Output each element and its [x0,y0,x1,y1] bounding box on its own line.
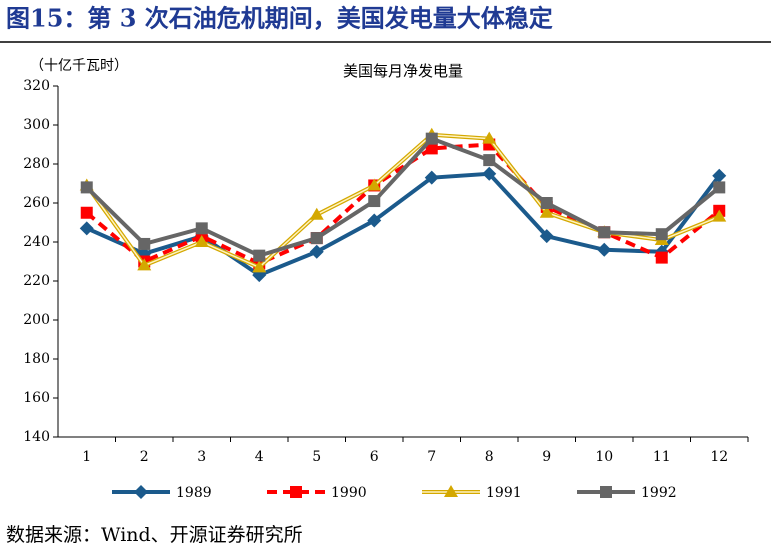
data-point [483,154,496,167]
data-point [655,251,668,264]
y-tick-label: 180 [23,351,50,367]
data-point [253,249,266,262]
data-point [482,131,497,144]
x-tick-label: 3 [197,449,206,465]
data-point [79,221,94,236]
y-tick-label: 220 [23,273,50,289]
series-line [85,136,721,258]
data-point [138,237,151,250]
y-axis-label: （十亿千瓦时） [30,58,128,74]
legend-label: 1990 [331,485,367,501]
data-point [424,170,439,185]
data-point [540,197,553,209]
data-point [482,166,497,181]
legend-marker [290,486,302,498]
y-tick-label: 140 [23,429,50,445]
data-point [712,168,727,183]
chart-title: 美国每月净发电量 [343,62,463,80]
x-tick-label: 5 [312,449,321,465]
page-title: 图15：第 3 次石油危机期间，美国发电量大体稳定 [6,4,553,33]
data-point [539,205,554,218]
y-tick-label: 240 [23,234,50,250]
legend-marker [600,486,612,498]
data-point [80,181,93,194]
data-point [194,235,209,247]
data-point [598,226,611,239]
x-tick-label: 2 [140,449,149,465]
x-tick-label: 9 [542,449,551,465]
data-point [597,242,612,257]
x-tick-label: 6 [370,449,379,465]
data-point [195,222,208,235]
legend-label: 1989 [176,485,212,501]
data-point [655,228,668,241]
x-tick-label: 11 [653,449,671,465]
data-point [252,260,267,273]
y-tick-label: 300 [23,117,50,133]
source-note: 数据来源：Wind、开源证券研究所 [6,524,303,546]
data-point [425,142,438,155]
x-tick-label: 4 [255,449,264,465]
legend-label: 1991 [486,485,522,501]
data-point [713,181,726,194]
x-tick-label: 12 [710,449,728,465]
data-point [539,229,554,244]
x-tick-label: 7 [427,449,436,465]
y-tick-label: 320 [23,78,50,94]
x-tick-label: 8 [485,449,494,465]
data-point [368,195,381,208]
data-point [309,207,324,220]
data-point [367,178,382,191]
y-tick-label: 160 [23,390,50,406]
y-tick-label: 200 [23,312,50,328]
data-point [310,232,323,245]
data-point [367,213,382,228]
legend-marker [444,485,458,497]
y-tick-label: 260 [23,195,50,211]
legend-marker [134,485,148,499]
data-point [80,206,93,219]
data-point [137,258,152,271]
x-tick-label: 1 [82,449,91,465]
legend-label: 1992 [641,485,677,501]
data-point [425,132,438,145]
data-point [712,209,727,222]
data-point [309,244,324,259]
x-tick-label: 10 [595,449,613,465]
data-point [137,246,152,261]
y-tick-label: 280 [23,156,50,172]
series-line [85,171,721,278]
